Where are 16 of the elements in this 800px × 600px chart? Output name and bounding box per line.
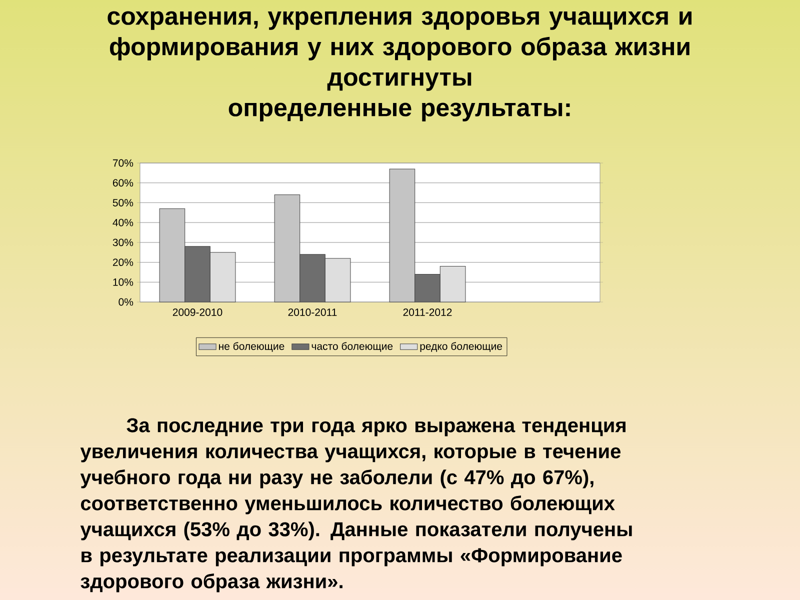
legend-label: часто болеющие [312, 342, 393, 352]
x-tick-label: 2011-2012 [403, 308, 452, 316]
y-tick-label: 0% [118, 298, 134, 306]
x-tick-label: 2010-2011 [288, 308, 337, 316]
y-tick-label: 70% [112, 159, 134, 167]
y-tick-label: 50% [112, 199, 134, 206]
text: За последние три года ярко выражена тенденция увеличения количества учащихся, которые в течение учебного года ни разу не заболели (с 47% до 67%), соответственно уменьшилось количество болеющих учащихся (53% до 33%). Данные показатели получены в результате реализации программы «Формирование здорового образа жизни». [80, 418, 632, 592]
y-tick-label: 10% [113, 278, 134, 286]
y-tick-label: 20% [112, 258, 134, 266]
y-tick-label: 60% [112, 179, 134, 187]
y-tick-label: 30% [112, 238, 134, 246]
chart-title: сохранения, укрепления здоровья учащихся и формирования у них здорового образа жизни достигнуты определенные результаты: [108, 11, 692, 122]
legend-label: редко болеющие [420, 342, 502, 352]
x-tick-label: 2009-2010 [172, 308, 222, 316]
legend-label: не болеющие [219, 342, 284, 352]
y-tick-label: 40% [112, 218, 134, 226]
